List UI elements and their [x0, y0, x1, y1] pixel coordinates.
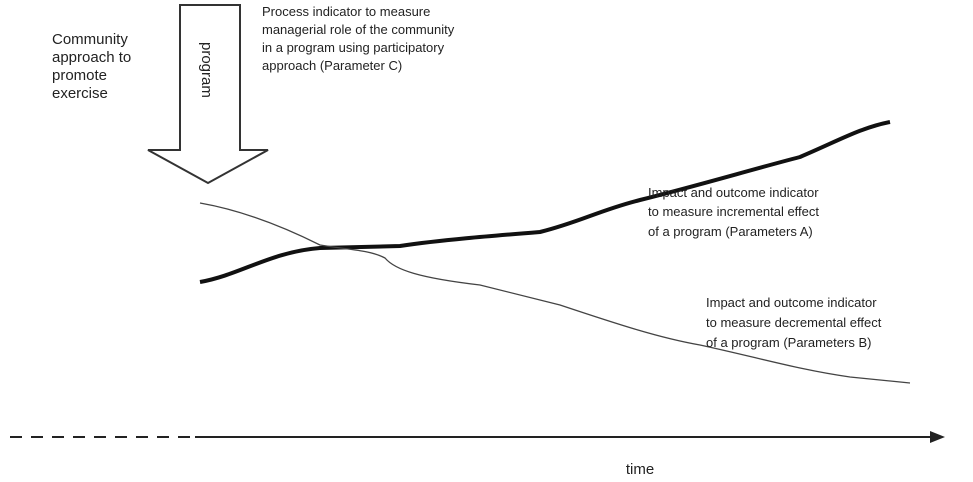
text-line: approach (Parameter C) — [262, 58, 402, 73]
text-line: promote — [52, 67, 107, 84]
text-line: of a program (Parameters B) — [706, 335, 871, 350]
text-line: in a program using participatory — [262, 40, 445, 55]
text-line: Community — [52, 31, 128, 48]
text-line: of a program (Parameters A) — [648, 224, 813, 239]
text-line: approach to — [52, 49, 131, 66]
process-indicator: Process indicator to measure managerial … — [262, 4, 455, 73]
approach-label: Community approach to promote exercise — [52, 31, 131, 102]
decremental-line — [199, 202, 911, 384]
text-line: Process indicator to measure — [262, 4, 430, 19]
text-line: to measure decremental effect — [706, 315, 882, 330]
text-line: managerial role of the community — [262, 22, 455, 37]
text-line: Impact and outcome indicator — [648, 185, 819, 200]
indicator-a: Impact and outcome indicator to measure … — [648, 185, 819, 239]
axis-arrowhead — [930, 431, 945, 443]
indicator-b: Impact and outcome indicator to measure … — [706, 295, 882, 350]
axis-label: time — [626, 461, 654, 478]
incremental-line — [199, 120, 891, 284]
program-arrow — [147, 4, 269, 185]
arrow-label: program — [198, 42, 215, 98]
text-line: exercise — [52, 85, 108, 102]
text-line: Impact and outcome indicator — [706, 295, 877, 310]
text-line: to measure incremental effect — [648, 204, 819, 219]
